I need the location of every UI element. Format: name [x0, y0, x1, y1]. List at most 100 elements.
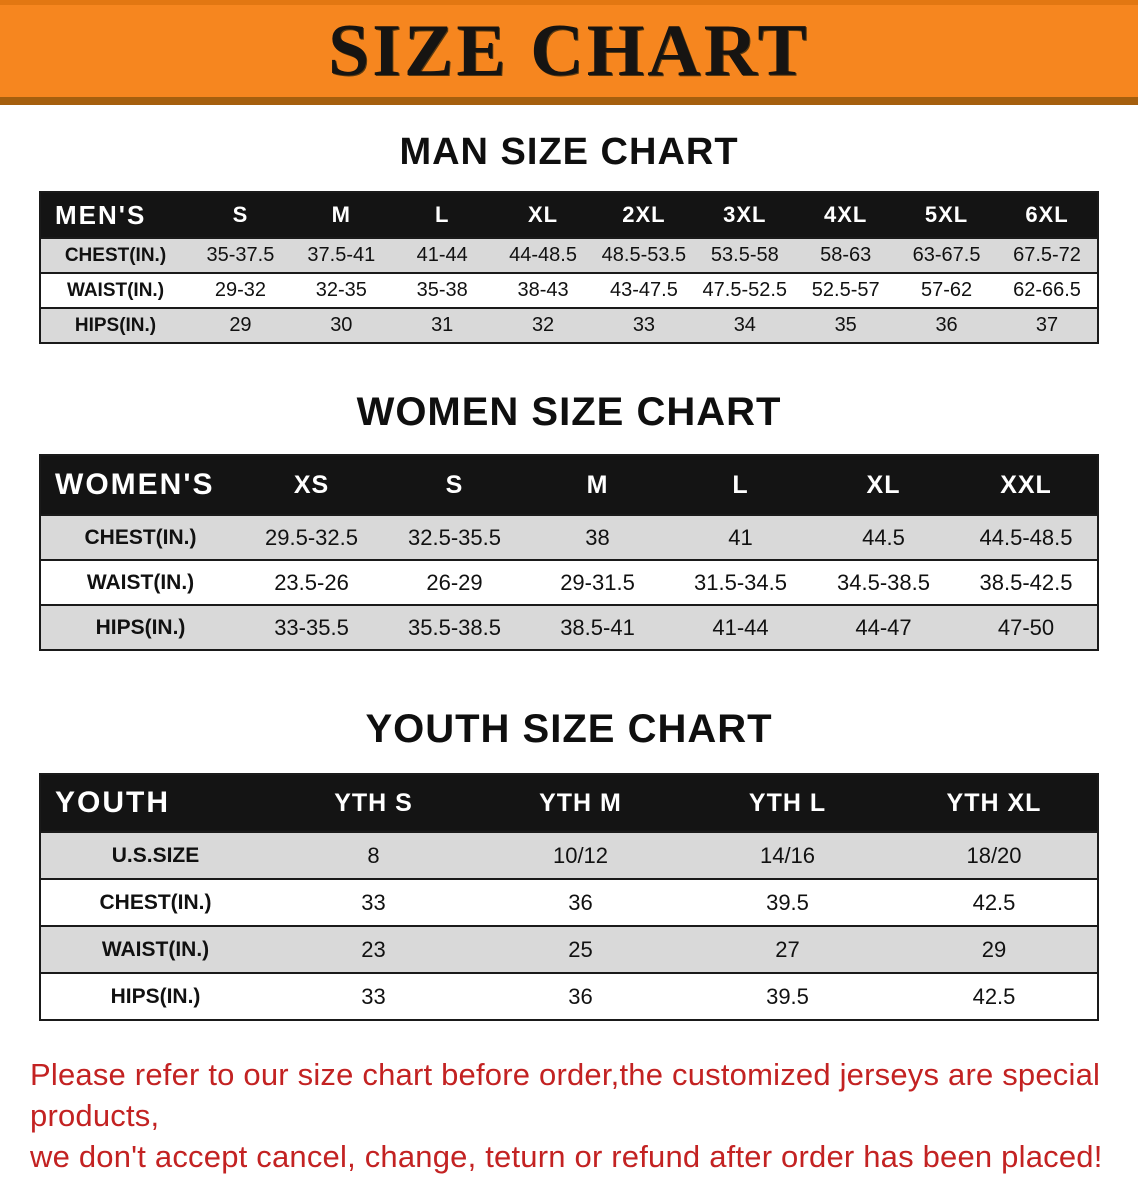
row-label: CHEST(IN.) — [64, 244, 167, 266]
value-cell: 33 — [632, 314, 656, 336]
table-group-label: MEN'S — [40, 192, 190, 238]
size-column-header: M — [526, 455, 669, 515]
value-cell: 35-38 — [416, 279, 468, 301]
row-label: WAIST(IN.) — [101, 937, 210, 961]
size-chart-banner: SIZE CHART — [0, 0, 1138, 105]
table-row: CHEST(IN.) 33 36 39.5 42.5 — [40, 879, 1098, 926]
value-cell: 29.5-32.5 — [265, 524, 358, 550]
men-size-table-container: MEN'S S M L XL 2XL 3XL 4XL 5XL 6XL CHEST(IN.) 35-37… — [39, 191, 1099, 344]
value-cell: 53.5-58 — [710, 244, 779, 266]
value-cell: 26-29 — [426, 569, 483, 595]
table-header-row: MEN'S S M L XL 2XL 3XL 4XL 5XL 6XL — [40, 192, 1098, 238]
size-column-header: XL — [492, 192, 594, 238]
men-size-table: MEN'S S M L XL 2XL 3XL 4XL 5XL 6XL CHEST(IN.) 35-37… — [39, 191, 1099, 344]
table-group-label: WOMEN'S — [40, 455, 240, 515]
youth-size-chart-title: YOUTH SIZE CHART — [365, 707, 773, 751]
row-label: WAIST(IN.) — [86, 570, 195, 594]
row-label: HIPS(IN.) — [74, 314, 157, 336]
size-column-header: L — [669, 455, 812, 515]
value-cell: 44.5-48.5 — [979, 524, 1073, 550]
value-cell: 52.5-57 — [811, 279, 880, 301]
value-cell: 8 — [367, 842, 380, 868]
value-cell: 41-44 — [712, 614, 769, 640]
value-cell: 29 — [981, 936, 1007, 962]
value-cell: 42.5 — [972, 889, 1016, 915]
value-cell: 33 — [361, 889, 386, 915]
size-column-header: 6XL — [997, 192, 1098, 238]
size-column-header: 2XL — [593, 192, 695, 238]
value-cell: 25 — [568, 936, 593, 962]
value-cell: 67.5-72 — [1013, 244, 1081, 266]
value-cell: 31 — [431, 314, 454, 336]
value-cell: 37 — [1035, 314, 1059, 336]
value-cell: 14/16 — [759, 842, 816, 868]
size-column-header: S — [383, 455, 526, 515]
footer-disclaimer: Please refer to our size chart before or… — [30, 1055, 1108, 1178]
size-column-header: 4XL — [795, 192, 897, 238]
value-cell: 39.5 — [766, 889, 809, 915]
table-row: CHEST(IN.) 29.5-32.5 32.5-35.5 38 41 44.5 44.5… — [40, 515, 1098, 560]
value-cell: 31.5-34.5 — [694, 569, 787, 595]
size-column-header: 5XL — [896, 192, 997, 238]
value-cell: 29-31.5 — [560, 569, 635, 595]
footer-disclaimer-line1: Please refer to our size chart before or… — [30, 1057, 1101, 1133]
size-column-header: XS — [240, 455, 383, 515]
table-header-row: WOMEN'S XS S M L XL XXL — [40, 455, 1098, 515]
value-cell: 29-32 — [214, 279, 267, 301]
value-cell: 30 — [330, 314, 353, 336]
value-cell: 36 — [568, 983, 593, 1009]
value-cell: 29 — [229, 314, 252, 336]
value-cell: 42.5 — [972, 983, 1016, 1009]
value-cell: 41-44 — [416, 244, 468, 266]
table-row: WAIST(IN.) 23 25 27 29 — [40, 926, 1098, 973]
value-cell: 35 — [834, 314, 857, 336]
size-column-header: L — [391, 192, 493, 238]
value-cell: 37.5-41 — [307, 244, 376, 266]
value-cell: 48.5-53.5 — [601, 244, 687, 266]
row-label: HIPS(IN.) — [95, 615, 186, 639]
size-column-header: M — [290, 192, 392, 238]
value-cell: 34 — [733, 314, 756, 336]
value-cell: 57-62 — [920, 279, 973, 301]
value-cell: 43-47.5 — [610, 279, 678, 301]
table-row: U.S.SIZE 8 10/12 14/16 18/20 — [40, 832, 1098, 879]
size-column-header: YTH S — [270, 774, 477, 832]
value-cell: 47-50 — [997, 614, 1055, 640]
value-cell: 63-67.5 — [912, 244, 981, 266]
value-cell: 36 — [935, 314, 958, 336]
value-cell: 32-35 — [315, 279, 367, 301]
value-cell: 18/20 — [966, 842, 1022, 868]
value-cell: 27 — [775, 936, 800, 962]
value-cell: 10/12 — [552, 842, 609, 868]
banner-title: SIZE CHART — [328, 10, 810, 92]
size-column-header: YTH L — [684, 774, 891, 832]
value-cell: 35-37.5 — [206, 244, 275, 266]
value-cell: 44-47 — [855, 614, 912, 640]
row-label: HIPS(IN.) — [110, 984, 201, 1008]
youth-size-table-container: YOUTH YTH S YTH M YTH L YTH XL U.S.SIZE 8 10/12… — [39, 773, 1099, 1021]
value-cell: 33 — [361, 983, 386, 1009]
value-cell: 38.5-41 — [560, 614, 635, 640]
value-cell: 23.5-26 — [274, 569, 349, 595]
size-column-header: S — [190, 192, 291, 238]
value-cell: 38.5-42.5 — [979, 569, 1073, 595]
footer-disclaimer-line2: we don't accept cancel, change, teturn o… — [30, 1138, 1103, 1174]
table-row: HIPS(IN.) 33 36 39.5 42.5 — [40, 973, 1098, 1020]
youth-size-table: YOUTH YTH S YTH M YTH L YTH XL U.S.SIZE 8 10/12… — [39, 773, 1099, 1021]
table-row: CHEST(IN.) 35-37.5 37.5-41 41-44 44-48.5 48.5… — [40, 238, 1098, 273]
women-size-table: WOMEN'S XS S M L XL XXL CHEST(IN.) 29.5-32.5 32.5… — [39, 454, 1099, 651]
women-size-table-container: WOMEN'S XS S M L XL XXL CHEST(IN.) 29.5-32.5 32.5… — [39, 454, 1099, 651]
table-row: WAIST(IN.) 23.5-26 26-29 29-31.5 31.5-34.5 34… — [40, 560, 1098, 605]
table-row: WAIST(IN.) 29-32 32-35 35-38 38-43 43-47.5 47.… — [40, 273, 1098, 308]
row-label: CHEST(IN.) — [99, 890, 212, 914]
table-row: HIPS(IN.) 29 30 31 32 33 34 35 36 37 — [40, 308, 1098, 343]
row-label: CHEST(IN.) — [84, 525, 197, 549]
man-size-chart-title: MAN SIZE CHART — [399, 131, 739, 173]
value-cell: 62-66.5 — [1013, 279, 1081, 301]
value-cell: 38-43 — [517, 279, 569, 301]
size-column-header: 3XL — [694, 192, 796, 238]
size-column-header: YTH M — [477, 774, 684, 832]
value-cell: 39.5 — [766, 983, 809, 1009]
value-cell: 23 — [361, 936, 386, 962]
value-cell: 41 — [728, 524, 753, 550]
